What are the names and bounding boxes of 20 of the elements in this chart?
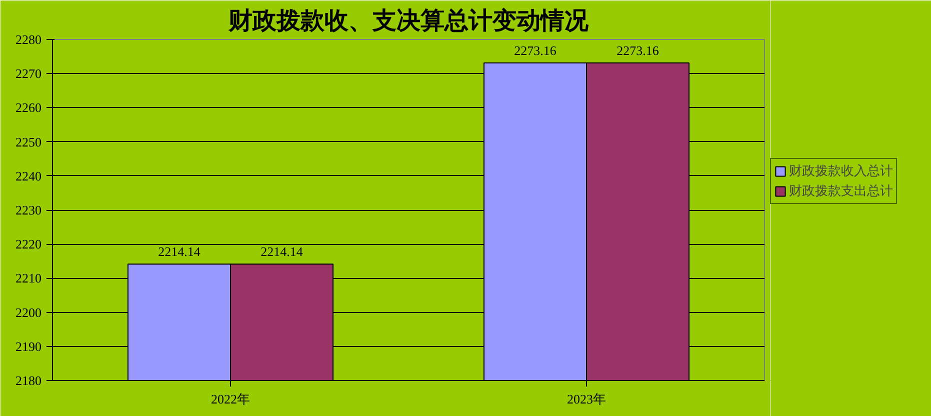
y-tick-label: 2260 (16, 100, 42, 116)
legend-label: 财政拨款收入总计 (789, 163, 893, 180)
y-tick-label: 2190 (16, 338, 42, 354)
y-tick-label: 2220 (16, 236, 42, 252)
y-tick-label: 2230 (16, 202, 42, 218)
chart-title: 财政拨款收、支决算总计变动情况 (228, 8, 590, 34)
x-tick-label: 2022年 (211, 392, 250, 406)
y-tick-label: 2200 (16, 304, 42, 320)
y-tick-label: 2280 (16, 32, 42, 47)
y-tick-label: 2240 (16, 168, 42, 184)
y-tick-label: 2250 (16, 134, 42, 150)
y-tick-label: 2270 (16, 66, 42, 82)
y-tick-label: 2180 (16, 373, 42, 388)
legend-label: 财政拨款支出总计 (789, 183, 893, 200)
data-label: 2214.14 (260, 244, 304, 260)
data-label: 2214.14 (158, 244, 201, 260)
x-tick-label: 2023年 (567, 392, 606, 406)
data-label: 2273.16 (514, 42, 557, 58)
data-label: 2273.16 (616, 42, 660, 58)
y-tick-label: 2210 (16, 270, 42, 286)
